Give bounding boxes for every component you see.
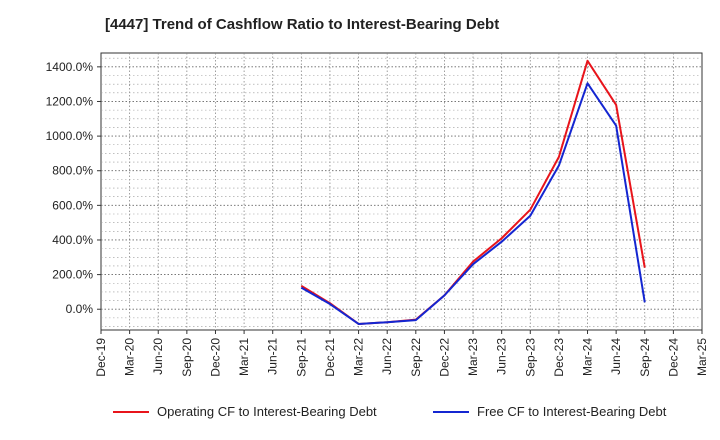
x-tick-label: Dec-23 (552, 338, 566, 377)
legend-item-operating-cf: Operating CF to Interest-Bearing Debt (113, 404, 377, 419)
legend-label-operating-cf: Operating CF to Interest-Bearing Debt (157, 404, 377, 419)
y-tick-label: 800.0% (52, 164, 93, 178)
x-tick-label: Jun-20 (151, 338, 165, 375)
x-tick-label: Sep-23 (523, 338, 537, 377)
legend-label-free-cf: Free CF to Interest-Bearing Debt (477, 404, 667, 419)
x-tick-label: Dec-24 (666, 338, 680, 377)
plot-area (100, 52, 703, 331)
x-tick-label: Dec-21 (323, 338, 337, 377)
x-tick-label: Sep-21 (294, 338, 308, 377)
x-tick-label: Dec-22 (437, 338, 451, 377)
y-tick-label: 1400.0% (46, 60, 94, 74)
y-tick-label: 1000.0% (46, 129, 94, 143)
x-tick-label: Mar-20 (123, 338, 137, 376)
y-tick-label: 1200.0% (46, 94, 94, 108)
y-tick-label: 0.0% (66, 302, 94, 316)
x-tick-label: Dec-19 (94, 338, 108, 377)
x-tick-label: Jun-23 (495, 338, 509, 375)
x-tick-label: Sep-22 (409, 338, 423, 377)
x-tick-label: Mar-24 (581, 338, 595, 376)
legend-swatch-free-cf (433, 410, 469, 413)
legend: Operating CF to Interest-Bearing Debt Fr… (0, 404, 720, 426)
legend-swatch-operating-cf (113, 410, 149, 413)
x-tick-label: Sep-24 (638, 338, 652, 377)
x-tick-label: Mar-21 (237, 338, 251, 376)
x-tick-label: Dec-20 (208, 338, 222, 377)
x-tick-label: Mar-25 (695, 338, 709, 376)
y-tick-label: 600.0% (52, 198, 93, 212)
x-tick-label: Jun-22 (380, 338, 394, 375)
legend-item-free-cf: Free CF to Interest-Bearing Debt (433, 404, 666, 419)
series-line-free-cf (300, 82, 646, 325)
x-tick-label: Sep-20 (180, 338, 194, 377)
x-tick-label: Jun-21 (266, 338, 280, 375)
chart-title: [4447] Trend of Cashflow Ratio to Intere… (105, 16, 500, 33)
x-tick-label: Mar-22 (352, 338, 366, 376)
y-tick-label: 200.0% (52, 268, 93, 282)
x-tick-label: Mar-23 (466, 338, 480, 376)
x-tick-label: Jun-24 (609, 338, 623, 375)
y-tick-label: 400.0% (52, 233, 93, 247)
